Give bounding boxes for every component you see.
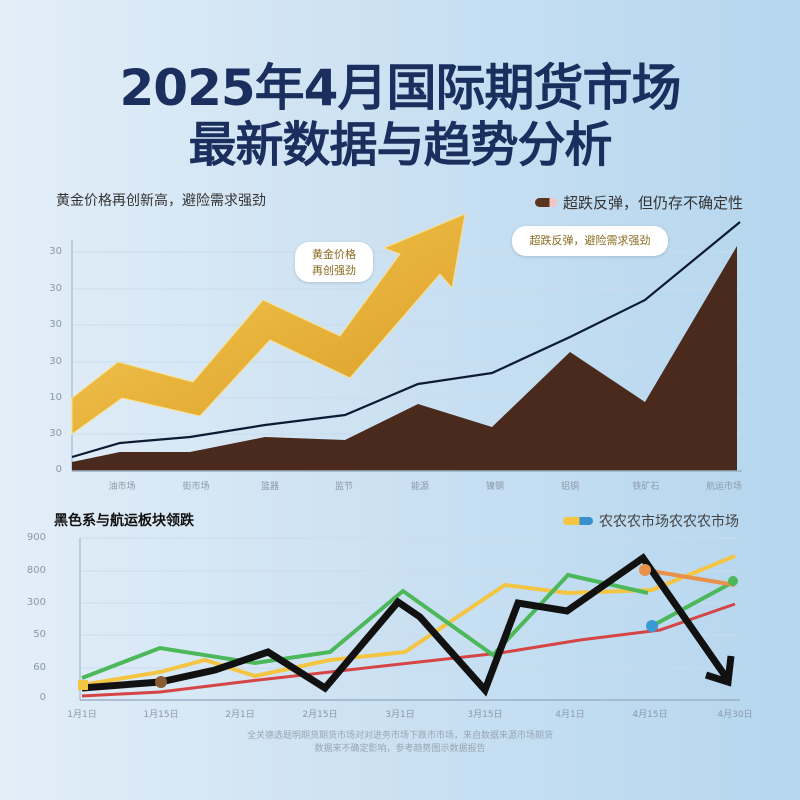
chart1-legend: 超跌反弹，但仍存不确定性 <box>535 192 743 213</box>
page-title-line1: 2025年4月国际期货市场 <box>119 59 682 117</box>
chart1-subtitle: 黄金价格再创新高，避险需求强劲 <box>56 193 266 209</box>
x-tick: 3月1日 <box>385 710 415 720</box>
chart1-trend-line <box>71 221 741 459</box>
rebound-callout-bubble: 超跌反弹，避险需求强劲 <box>512 226 668 256</box>
yellow-marker <box>78 680 88 690</box>
x-tick: 1月1日 <box>67 710 97 720</box>
x-tick: 街市场 <box>182 482 210 492</box>
page-title-line2: 最新数据与趋势分析 <box>188 117 612 173</box>
y-tick: 900 <box>26 532 46 543</box>
down-arrow-icon <box>704 655 735 687</box>
x-tick: 镍钢 <box>485 482 504 492</box>
footnote: 全关德选题明期货期货市场对对进务市场下跌市市场，来自数据来源市场期货 数据来不确… <box>200 730 600 756</box>
y-tick: 30 <box>49 428 62 439</box>
y-tick: 0 <box>39 692 46 703</box>
chart2-legend-label: 农农农市场农农农市场 <box>599 514 739 530</box>
x-tick: 4月30日 <box>717 710 753 720</box>
x-tick: 篮器 <box>260 482 279 492</box>
x-tick: 3月15日 <box>467 710 503 720</box>
orange-series-line <box>644 568 736 587</box>
x-tick: 能源 <box>410 482 429 492</box>
y-tick: 60 <box>33 662 46 673</box>
orange-marker <box>639 564 651 576</box>
x-tick: 4月15日 <box>632 710 668 720</box>
green-series-line <box>81 572 649 680</box>
brown-marker <box>155 676 167 688</box>
y-tick: 30 <box>49 283 62 294</box>
x-tick: 铁矿石 <box>632 482 660 492</box>
y-tick: 30 <box>49 246 62 257</box>
chart2-subtitle: 黑色系与航运板块领跌 <box>54 513 194 529</box>
red-series-line <box>81 602 736 698</box>
green-marker <box>728 576 738 586</box>
x-tick: 2月1日 <box>225 710 255 720</box>
x-tick: 铝铜 <box>560 482 579 492</box>
footnote-line2: 数据来不确定影响，参考趋势图示数据报告 <box>314 744 486 754</box>
x-tick: 油市场 <box>108 482 136 492</box>
y-tick: 0 <box>55 464 62 475</box>
legend-swatch-icon <box>535 198 557 207</box>
y-tick: 300 <box>26 597 46 608</box>
chart1-area-series <box>72 246 737 471</box>
y-tick: 30 <box>49 356 62 367</box>
black-series-line <box>81 553 731 697</box>
green-series-line-2 <box>651 579 736 628</box>
y-tick: 800 <box>26 565 46 576</box>
x-tick: 监节 <box>334 482 353 492</box>
gold-callout-line2: 再创强劲 <box>312 264 356 277</box>
x-tick: 航运市场 <box>705 482 742 492</box>
y-tick: 10 <box>49 392 62 403</box>
gold-callout-line1: 黄金价格 <box>312 248 356 261</box>
x-tick: 1月15日 <box>143 710 179 720</box>
footnote-line1: 全关德选题明期货期货市场对对进务市场下跌市市场，来自数据来源市场期货 <box>246 731 553 741</box>
x-tick: 4月1日 <box>555 710 585 720</box>
y-tick: 50 <box>33 629 46 640</box>
yellow-series-line <box>81 554 736 687</box>
blue-marker <box>646 620 658 632</box>
y-tick: 30 <box>49 319 62 330</box>
chart2-legend: 农农农市场农农农市场 <box>563 511 739 531</box>
x-tick: 2月15日 <box>302 710 338 720</box>
gold-callout-bubble: 黄金价格 再创强劲 <box>295 242 373 282</box>
legend-swatch-icon <box>563 517 593 525</box>
chart1-legend-label: 超跌反弹，但仍存不确定性 <box>563 194 744 212</box>
gold-arrow-icon <box>71 213 466 435</box>
